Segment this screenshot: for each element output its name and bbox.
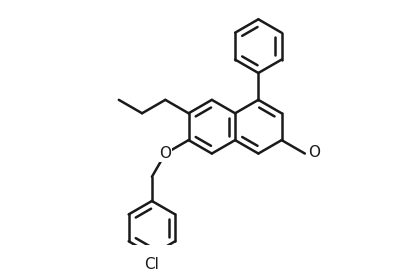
Text: O: O [308,145,320,160]
Text: Cl: Cl [145,257,159,272]
Text: O: O [159,146,171,161]
